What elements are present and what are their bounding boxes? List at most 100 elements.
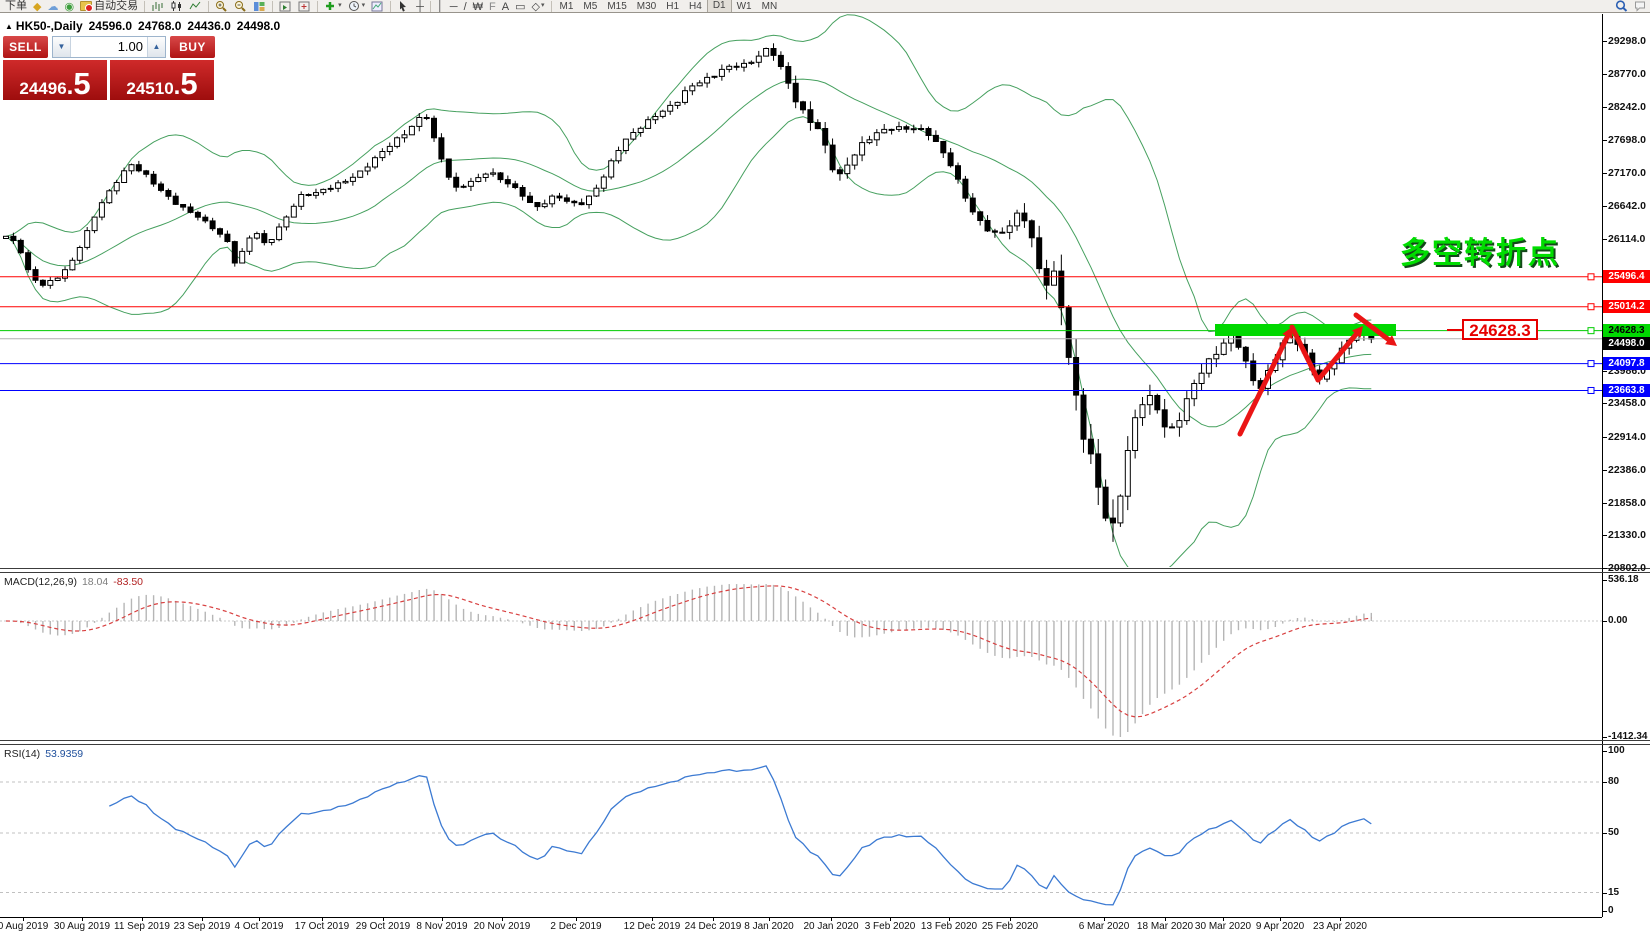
buy-price-dot: .: [173, 73, 181, 100]
macd-name: MACD(12,26,9): [4, 576, 77, 588]
toolbar-separator: [144, 1, 146, 12]
fibonacci-icon: ₩: [472, 1, 484, 13]
buy-price-button[interactable]: 24510. 5: [110, 60, 214, 100]
autotrade-icon: [80, 1, 94, 12]
autotrade-button[interactable]: 自动交易: [77, 0, 141, 12]
signal-icon[interactable]: ◉: [61, 0, 77, 13]
timeframe-button-m1[interactable]: M1: [559, 1, 574, 12]
label-icon: ▭: [515, 1, 526, 13]
macd-value: 18.04: [81, 576, 109, 588]
horizontal-line-icon[interactable]: ─: [447, 0, 461, 13]
ohlc-low: 24436.0: [187, 19, 231, 33]
shapes-icon: ◇: [531, 1, 540, 13]
crosshair-icon[interactable]: ┼: [413, 0, 427, 13]
chat-icon[interactable]: [1631, 0, 1650, 12]
shift-chart-icon[interactable]: [276, 0, 295, 12]
crosshair-icon: ┼: [416, 1, 424, 13]
shapes-icon[interactable]: ◇ ▾: [529, 0, 548, 13]
volume-input[interactable]: 1.00: [117, 39, 143, 54]
bar-chart-icon[interactable]: [148, 0, 167, 12]
volume-increase-button[interactable]: ▲: [147, 37, 165, 57]
fibo-expansion-icon: F: [489, 1, 496, 13]
vertical-line-icon[interactable]: │: [434, 0, 447, 13]
timeframe-button-m30[interactable]: M30: [636, 1, 657, 12]
line-chart-icon[interactable]: [186, 0, 205, 12]
text-icon: A: [501, 1, 510, 13]
fibo-expansion-icon[interactable]: F: [486, 0, 499, 13]
ohlc-open: 24596.0: [88, 19, 133, 33]
fibonacci-icon[interactable]: ₩: [470, 0, 486, 13]
trendline-icon[interactable]: /: [461, 0, 470, 13]
toolbar-separator: [272, 1, 274, 12]
rsi-value: 53.9359: [45, 748, 84, 760]
cursor-icon[interactable]: [394, 0, 413, 12]
timeframe-button-h1[interactable]: H1: [666, 1, 680, 12]
volume-decrease-button[interactable]: ▼: [53, 37, 71, 57]
panel-separator[interactable]: [0, 572, 1650, 573]
timeframe-button-m5[interactable]: M5: [583, 1, 598, 12]
zoom-in-icon[interactable]: [212, 0, 231, 12]
cloud-icon[interactable]: ☁: [44, 0, 61, 13]
sell-price-button[interactable]: 24496. 5: [3, 60, 107, 100]
level-callout-connector: [1447, 329, 1462, 331]
volume-stepper[interactable]: ▼ 1.00 ▲: [52, 36, 166, 58]
toolbar-separator: [550, 1, 552, 12]
ohlc-high: 24768.0: [138, 19, 182, 33]
toolbar-separator: [429, 1, 431, 12]
timeframe-button-h4[interactable]: H4: [689, 1, 702, 12]
timeframe-button-w1[interactable]: W1: [736, 1, 752, 12]
toolbar-items: 下单 ◆ ☁ ◉ 自动交易 ▾ ▾ ┼ │ ─ / ₩ F A ▭ ◇ ▾ M1 M5 M15 M30 H1 H4 D1 W1 M…: [0, 0, 1650, 13]
templates-icon[interactable]: [368, 0, 387, 12]
sell-price-frac: 5: [73, 66, 91, 101]
panel-separator[interactable]: [0, 744, 1650, 745]
text-icon[interactable]: A: [499, 0, 512, 13]
symbol-period-label: HK50-,Daily: [15, 19, 83, 33]
zoom-out-icon[interactable]: [231, 0, 250, 12]
horizontal-line-icon: ─: [449, 1, 458, 13]
label-icon[interactable]: ▭: [512, 0, 528, 13]
gold-doc-icon: ◆: [33, 1, 42, 13]
rsi-name: RSI(14): [4, 748, 41, 760]
macd-signal-value: -83.50: [113, 576, 144, 588]
macd-indicator-label: MACD(12,26,9) 18.04 -83.50: [4, 576, 143, 588]
trendline-icon: /: [463, 1, 467, 13]
buy-price-frac: 5: [180, 66, 198, 101]
autoscroll-icon[interactable]: [295, 0, 314, 12]
toolbar-separator: [390, 1, 392, 12]
one-click-trading-panel: SELL ▼ 1.00 ▲ BUY 24496. 5 24510. 5: [3, 36, 215, 100]
buy-price-main: 24510: [126, 79, 174, 98]
signal-icon: ◉: [64, 1, 75, 13]
sell-button[interactable]: SELL: [3, 36, 48, 58]
timeframe-button-mn[interactable]: MN: [761, 1, 778, 12]
sell-price-dot: .: [66, 73, 74, 100]
timeframe-button-m15[interactable]: M15: [607, 1, 627, 12]
collapse-triangle-icon[interactable]: ▲: [5, 22, 13, 31]
toolbar: 下单 ◆ ☁ ◉ 自动交易 ▾ ▾ ┼ │ ─ / ₩ F A ▭ ◇ ▾ M1 M5 M15 M30 H1 H4 D1 W1 M…: [0, 0, 1650, 13]
toolbar-separator: [317, 1, 319, 12]
gold-doc-icon[interactable]: ◆: [30, 0, 44, 13]
tile-windows-icon[interactable]: [250, 0, 269, 12]
time-axis-line: [0, 917, 1602, 918]
add-indicator-icon[interactable]: ▾: [321, 0, 345, 12]
new-order-button[interactable]: 下单: [5, 0, 27, 12]
candle-chart-icon[interactable]: [167, 0, 186, 12]
dropdown-arrow-icon[interactable]: ▾: [338, 2, 342, 9]
level-callout-box[interactable]: 24628.3: [1462, 319, 1538, 340]
dropdown-arrow-icon[interactable]: ▾: [361, 2, 366, 9]
panel-separator[interactable]: [0, 568, 1650, 569]
rsi-indicator-label: RSI(14) 53.9359: [4, 748, 83, 760]
vertical-line-icon: │: [436, 1, 444, 13]
search-icon[interactable]: [1612, 0, 1631, 12]
sell-price-main: 24496: [19, 79, 67, 98]
ohlc-close: 24498.0: [236, 19, 281, 33]
dropdown-arrow-icon[interactable]: ▾: [540, 2, 545, 9]
toolbar-separator: [208, 1, 210, 12]
turning-point-text[interactable]: 多空转折点: [1400, 237, 1560, 270]
chart-header: ▲ HK50-,Daily 24596.0 24768.0 24436.0 24498.0: [5, 19, 286, 33]
panel-separator[interactable]: [0, 740, 1650, 741]
buy-button[interactable]: BUY: [170, 36, 215, 58]
timeframe-button-d1[interactable]: D1: [706, 0, 732, 12]
cloud-icon: ☁: [47, 1, 59, 13]
periods-icon[interactable]: ▾: [345, 0, 369, 12]
